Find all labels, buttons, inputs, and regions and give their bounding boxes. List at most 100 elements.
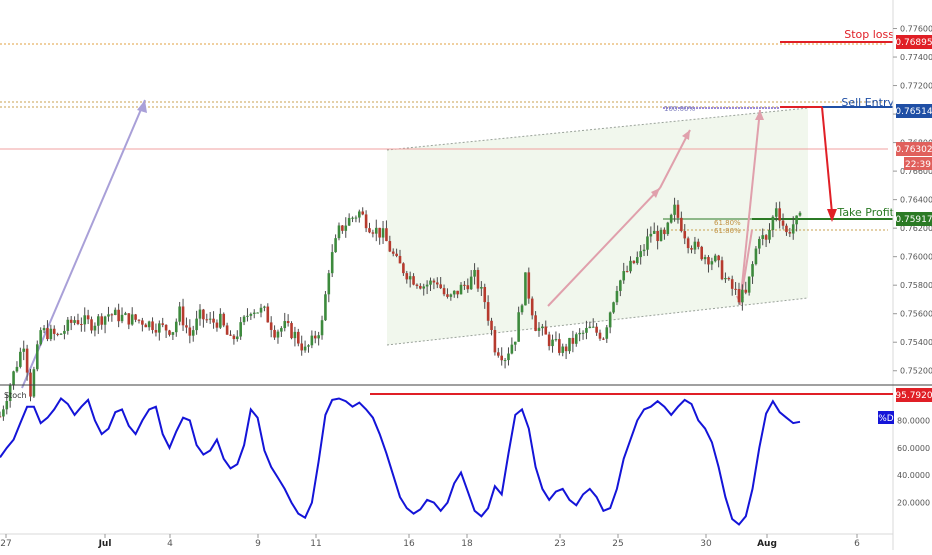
- candle-body: [629, 260, 632, 272]
- candle-body: [459, 284, 463, 295]
- candle-body: [412, 276, 415, 285]
- candle-body: [591, 326, 595, 328]
- candle-body: [171, 332, 175, 335]
- candle-body: [425, 284, 429, 287]
- candle-body: [198, 309, 202, 319]
- candle-body: [469, 276, 473, 290]
- candle-body: [612, 302, 615, 313]
- price-tick-label: 0.77200: [900, 82, 932, 91]
- candle-body: [19, 351, 22, 367]
- candle-body: [642, 249, 646, 252]
- time-tick-label: 18: [461, 539, 473, 549]
- candle-body: [602, 338, 605, 340]
- candle-body: [202, 309, 205, 320]
- candle-body: [134, 314, 137, 320]
- candle-body: [710, 261, 714, 265]
- candle-body: [429, 280, 432, 285]
- arrow-rise-1: [547, 187, 661, 307]
- candle-body: [527, 272, 531, 299]
- candle-body: [354, 217, 358, 219]
- candle-body: [676, 204, 680, 218]
- candle-body: [564, 346, 568, 352]
- candle-body: [439, 284, 442, 289]
- candle-body: [93, 325, 97, 331]
- candle-body: [798, 212, 802, 216]
- stoch-marker-text: 95.7920: [895, 391, 932, 401]
- channel-upper-line: [386, 107, 809, 151]
- candle-body: [486, 302, 490, 321]
- candle-body: [5, 400, 9, 410]
- candle-body: [130, 314, 134, 325]
- candle-body: [669, 214, 673, 223]
- candle-body: [456, 290, 459, 295]
- candle-body: [758, 238, 761, 249]
- candle-body: [503, 360, 507, 362]
- price-axis: 0.75200 0.75400 0.75600 0.75800 0.76000 0.762…: [892, 0, 932, 550]
- candle-body: [422, 286, 426, 289]
- price-tick-label: 0.76600: [900, 167, 932, 176]
- candle-body: [290, 323, 293, 339]
- candle-body: [364, 214, 368, 229]
- candle-body: [398, 255, 402, 264]
- candle-body: [341, 225, 344, 231]
- sell-entry-price-tag: [896, 104, 932, 118]
- candle-body: [673, 204, 676, 215]
- candle-body: [351, 217, 354, 219]
- time-tick-label: Jul: [98, 539, 112, 549]
- stoch-pane-title: Stoch: [4, 391, 27, 400]
- candle-body: [303, 346, 307, 351]
- candle-body: [124, 313, 127, 315]
- price-tick-label: 0.76000: [900, 253, 932, 262]
- current-price-text: 0.76302: [895, 145, 932, 155]
- fib-100-label: 100.00%: [664, 105, 695, 113]
- stoch-marker-tag: [896, 388, 932, 402]
- time-tick-label: 27: [0, 539, 11, 549]
- candle-body: [147, 321, 151, 328]
- candle-body: [605, 327, 609, 339]
- countdown-text: 22:39: [905, 160, 931, 170]
- candle-body: [391, 251, 395, 254]
- candle-body: [771, 216, 775, 230]
- time-tick-label: 6: [854, 539, 860, 549]
- time-tick-label: 9: [255, 539, 261, 549]
- candle-body: [534, 315, 537, 331]
- candle-body: [622, 271, 626, 281]
- candle-body: [751, 264, 754, 277]
- candle-body: [188, 327, 192, 336]
- arrow-rise-3-head: [755, 110, 764, 120]
- candle-body: [537, 328, 541, 331]
- candle-body: [419, 285, 422, 289]
- stop-loss-price-tag: [896, 35, 932, 49]
- candle-body: [49, 328, 53, 340]
- candle-body: [720, 260, 724, 280]
- candle-body: [568, 337, 571, 352]
- candle-body: [588, 326, 592, 328]
- candle-body: [598, 332, 602, 339]
- candle-body: [39, 330, 42, 345]
- candle-body: [778, 208, 781, 221]
- arrow-rise-3: [739, 109, 761, 306]
- candle-body: [195, 318, 198, 331]
- candle-body: [788, 232, 792, 234]
- candle-body: [730, 279, 734, 289]
- candle-body: [168, 330, 171, 335]
- candle-body: [530, 298, 534, 316]
- candle-body: [107, 314, 110, 317]
- candle-body: [435, 282, 439, 285]
- candle-body: [632, 260, 636, 264]
- stop-loss-label: Stop loss: [844, 28, 894, 41]
- stoch-tick-label: 20.0000: [897, 499, 930, 508]
- candle-body: [137, 319, 141, 321]
- candle-body: [117, 309, 120, 322]
- candle-body: [713, 255, 717, 262]
- candle-body: [754, 248, 758, 265]
- candle-body: [781, 220, 785, 226]
- candle-body: [8, 385, 12, 401]
- candle-body: [161, 323, 165, 325]
- candle-body: [42, 328, 46, 331]
- candle-body: [659, 229, 663, 242]
- candle-body: [452, 290, 456, 295]
- candle-body: [222, 313, 226, 326]
- candle-body: [703, 257, 707, 260]
- candle-body: [656, 230, 659, 242]
